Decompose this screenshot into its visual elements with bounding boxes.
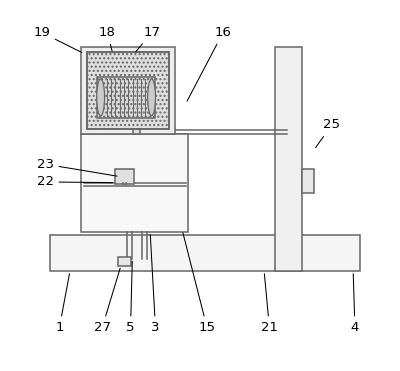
Bar [114,170,134,184]
Text: 22: 22 [36,175,112,188]
Bar [81,47,175,134]
Text: 16: 16 [187,26,232,101]
Bar [118,257,130,266]
Text: 21: 21 [261,274,278,335]
Bar [81,134,188,232]
Text: 23: 23 [36,158,117,176]
Bar [97,77,156,118]
Bar [302,170,314,193]
Text: 17: 17 [136,26,160,52]
Bar [275,47,302,271]
Text: 27: 27 [94,268,120,335]
Text: 3: 3 [150,234,160,335]
Ellipse shape [148,79,156,116]
Text: 25: 25 [316,118,340,148]
Bar [87,52,169,128]
Text: 5: 5 [126,261,135,335]
Text: 1: 1 [55,274,70,335]
Bar [133,128,140,134]
Text: 15: 15 [183,233,216,335]
Text: 18: 18 [99,26,116,51]
Bar [87,52,169,128]
Text: 19: 19 [33,26,82,52]
Bar [50,235,360,271]
Ellipse shape [97,79,104,116]
Text: 4: 4 [351,274,359,335]
